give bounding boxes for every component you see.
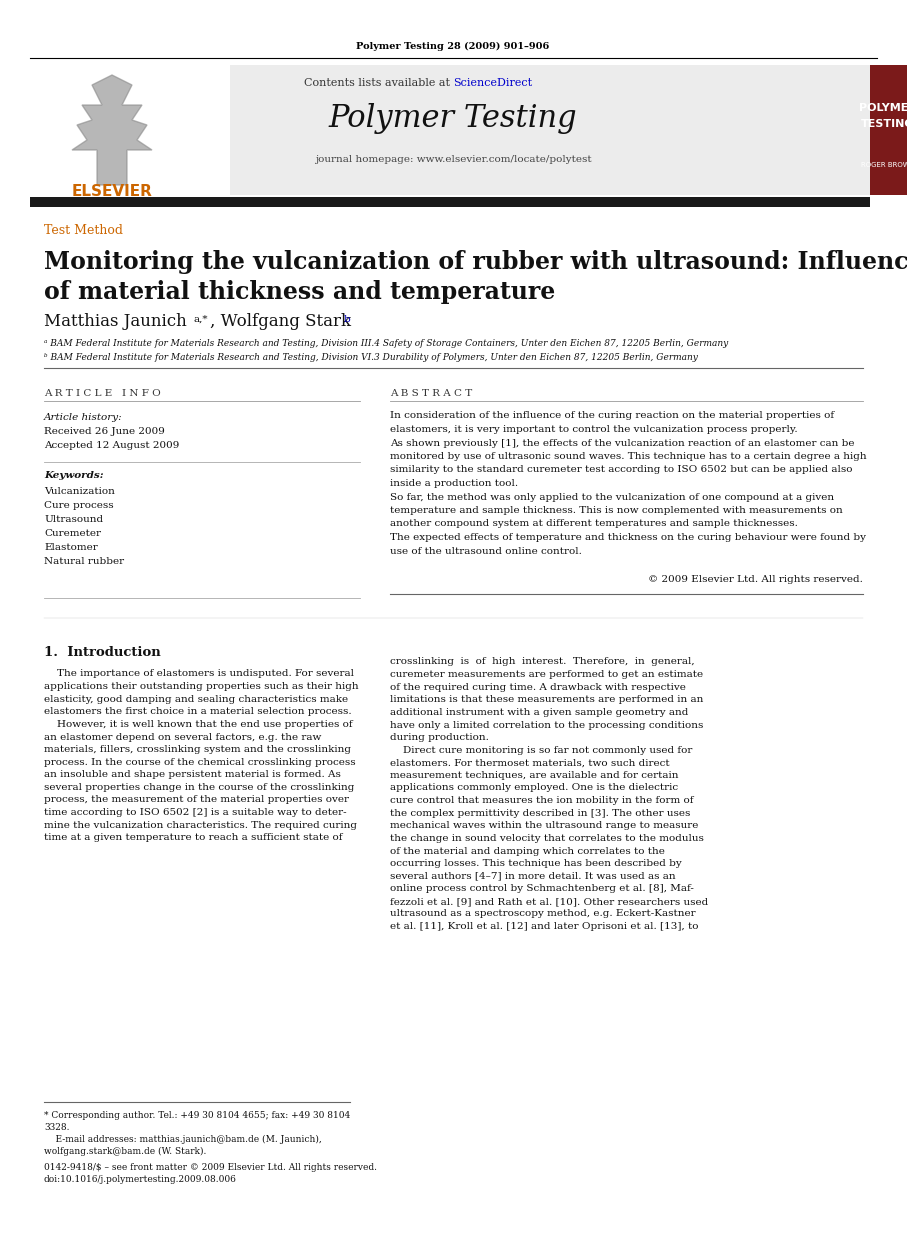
Text: use of the ultrasound online control.: use of the ultrasound online control.: [390, 546, 582, 556]
Text: Elastomer: Elastomer: [44, 542, 98, 551]
Text: Polymer Testing 28 (2009) 901–906: Polymer Testing 28 (2009) 901–906: [356, 41, 550, 51]
Text: fezzoli et al. [9] and Rath et al. [10]. Other researchers used: fezzoli et al. [9] and Rath et al. [10].…: [390, 896, 708, 906]
Text: 3328.: 3328.: [44, 1123, 70, 1132]
Text: time according to ISO 6502 [2] is a suitable way to deter-: time according to ISO 6502 [2] is a suit…: [44, 808, 346, 817]
Text: of the material and damping which correlates to the: of the material and damping which correl…: [390, 847, 665, 855]
Text: Cure process: Cure process: [44, 500, 113, 510]
Text: an elastomer depend on several factors, e.g. the raw: an elastomer depend on several factors, …: [44, 733, 321, 742]
Text: So far, the method was only applied to the vulcanization of one compound at a gi: So far, the method was only applied to t…: [390, 493, 834, 501]
Text: inside a production tool.: inside a production tool.: [390, 479, 518, 488]
Text: A R T I C L E   I N F O: A R T I C L E I N F O: [44, 389, 161, 397]
Text: temperature and sample thickness. This is now complemented with measurements on: temperature and sample thickness. This i…: [390, 506, 843, 515]
Text: journal homepage: www.elsevier.com/locate/polytest: journal homepage: www.elsevier.com/locat…: [315, 156, 591, 165]
Text: POLYMER: POLYMER: [859, 103, 907, 113]
Text: process, the measurement of the material properties over: process, the measurement of the material…: [44, 796, 349, 805]
Text: mine the vulcanization characteristics. The required curing: mine the vulcanization characteristics. …: [44, 821, 357, 829]
Text: 1.  Introduction: 1. Introduction: [44, 646, 161, 660]
Text: applications commonly employed. One is the dielectric: applications commonly employed. One is t…: [390, 784, 678, 792]
Text: b: b: [344, 314, 351, 323]
Text: ELSEVIER: ELSEVIER: [72, 184, 152, 199]
Text: additional instrument with a given sample geometry and: additional instrument with a given sampl…: [390, 708, 688, 717]
Text: , Wolfgang Stark: , Wolfgang Stark: [210, 313, 351, 331]
Text: of the required curing time. A drawback with respective: of the required curing time. A drawback …: [390, 682, 686, 692]
Text: ultrasound as a spectroscopy method, e.g. Eckert-Kastner: ultrasound as a spectroscopy method, e.g…: [390, 910, 696, 919]
Text: The importance of elastomers is undisputed. For several: The importance of elastomers is undisput…: [44, 670, 354, 678]
Polygon shape: [72, 76, 152, 184]
FancyBboxPatch shape: [30, 66, 230, 196]
Text: occurring losses. This technique has been described by: occurring losses. This technique has bee…: [390, 859, 682, 868]
Text: ROGER BROWN: ROGER BROWN: [861, 162, 907, 168]
Text: Received 26 June 2009: Received 26 June 2009: [44, 427, 165, 437]
Text: crosslinking  is  of  high  interest.  Therefore,  in  general,: crosslinking is of high interest. Theref…: [390, 657, 695, 666]
Text: * Corresponding author. Tel.: +49 30 8104 4655; fax: +49 30 8104: * Corresponding author. Tel.: +49 30 810…: [44, 1110, 350, 1119]
Text: E-mail addresses: matthias.jaunich@bam.de (M. Jaunich),: E-mail addresses: matthias.jaunich@bam.d…: [44, 1134, 322, 1144]
Text: during production.: during production.: [390, 733, 489, 742]
Text: elastomers, it is very important to control the vulcanization process properly.: elastomers, it is very important to cont…: [390, 425, 797, 435]
Text: Curemeter: Curemeter: [44, 529, 101, 537]
Text: A B S T R A C T: A B S T R A C T: [390, 389, 473, 397]
Text: However, it is well known that the end use properties of: However, it is well known that the end u…: [44, 721, 353, 729]
Text: Matthias Jaunich: Matthias Jaunich: [44, 313, 187, 331]
Text: © 2009 Elsevier Ltd. All rights reserved.: © 2009 Elsevier Ltd. All rights reserved…: [649, 574, 863, 583]
Text: mechanical waves within the ultrasound range to measure: mechanical waves within the ultrasound r…: [390, 821, 698, 831]
Text: ScienceDirect: ScienceDirect: [453, 78, 532, 88]
Text: monitored by use of ultrasonic sound waves. This technique has to a certain degr: monitored by use of ultrasonic sound wav…: [390, 452, 866, 461]
Text: elasticity, good damping and sealing characteristics make: elasticity, good damping and sealing cha…: [44, 695, 348, 703]
Text: Monitoring the vulcanization of rubber with ultrasound: Influence: Monitoring the vulcanization of rubber w…: [44, 250, 907, 274]
Text: Vulcanization: Vulcanization: [44, 487, 115, 495]
Text: have only a limited correlation to the processing conditions: have only a limited correlation to the p…: [390, 721, 703, 729]
Text: Keywords:: Keywords:: [44, 472, 103, 480]
Text: the change in sound velocity that correlates to the modulus: the change in sound velocity that correl…: [390, 834, 704, 843]
Text: several properties change in the course of the crosslinking: several properties change in the course …: [44, 782, 355, 792]
Text: elastomers the first choice in a material selection process.: elastomers the first choice in a materia…: [44, 707, 352, 717]
Text: Ultrasound: Ultrasound: [44, 515, 103, 524]
Text: ᵇ BAM Federal Institute for Materials Research and Testing, Division VI.3 Durabi: ᵇ BAM Federal Institute for Materials Re…: [44, 353, 697, 361]
Text: wolfgang.stark@bam.de (W. Stark).: wolfgang.stark@bam.de (W. Stark).: [44, 1146, 207, 1155]
Text: Natural rubber: Natural rubber: [44, 557, 124, 566]
Text: materials, fillers, crosslinking system and the crosslinking: materials, fillers, crosslinking system …: [44, 745, 351, 754]
Text: several authors [4–7] in more detail. It was used as an: several authors [4–7] in more detail. It…: [390, 872, 676, 880]
Text: As shown previously [1], the effects of the vulcanization reaction of an elastom: As shown previously [1], the effects of …: [390, 438, 854, 447]
Text: elastomers. For thermoset materials, two such direct: elastomers. For thermoset materials, two…: [390, 759, 669, 768]
Text: limitations is that these measurements are performed in an: limitations is that these measurements a…: [390, 696, 703, 704]
Text: curemeter measurements are performed to get an estimate: curemeter measurements are performed to …: [390, 670, 703, 680]
Text: In consideration of the influence of the curing reaction on the material propert: In consideration of the influence of the…: [390, 411, 834, 421]
Text: 0142-9418/$ – see front matter © 2009 Elsevier Ltd. All rights reserved.: 0142-9418/$ – see front matter © 2009 El…: [44, 1162, 377, 1171]
Text: process. In the course of the chemical crosslinking process: process. In the course of the chemical c…: [44, 758, 356, 766]
Text: an insoluble and shape persistent material is formed. As: an insoluble and shape persistent materi…: [44, 770, 341, 779]
Text: et al. [11], Kroll et al. [12] and later Oprisoni et al. [13], to: et al. [11], Kroll et al. [12] and later…: [390, 922, 698, 931]
Text: similarity to the standard curemeter test according to ISO 6502 but can be appli: similarity to the standard curemeter tes…: [390, 465, 853, 474]
Text: Polymer Testing: Polymer Testing: [328, 103, 578, 134]
Text: a,*: a,*: [194, 314, 209, 323]
Text: Test Method: Test Method: [44, 224, 123, 236]
Text: of material thickness and temperature: of material thickness and temperature: [44, 280, 555, 305]
FancyBboxPatch shape: [30, 66, 870, 196]
Text: cure control that measures the ion mobility in the form of: cure control that measures the ion mobil…: [390, 796, 694, 805]
Text: TESTING: TESTING: [862, 119, 907, 129]
Text: the complex permittivity described in [3]. The other uses: the complex permittivity described in [3…: [390, 808, 690, 818]
Text: time at a given temperature to reach a sufficient state of: time at a given temperature to reach a s…: [44, 833, 343, 842]
Text: Accepted 12 August 2009: Accepted 12 August 2009: [44, 442, 180, 451]
Text: doi:10.1016/j.polymertesting.2009.08.006: doi:10.1016/j.polymertesting.2009.08.006: [44, 1175, 237, 1184]
Text: another compound system at different temperatures and sample thicknesses.: another compound system at different tem…: [390, 520, 798, 529]
Text: online process control by Schmachtenberg et al. [8], Maf-: online process control by Schmachtenberg…: [390, 884, 694, 894]
Text: Contents lists available at: Contents lists available at: [304, 78, 453, 88]
Text: ᵃ BAM Federal Institute for Materials Research and Testing, Division III.4 Safet: ᵃ BAM Federal Institute for Materials Re…: [44, 338, 728, 348]
FancyBboxPatch shape: [30, 197, 870, 207]
Text: applications their outstanding properties such as their high: applications their outstanding propertie…: [44, 682, 358, 691]
Text: The expected effects of temperature and thickness on the curing behaviour were f: The expected effects of temperature and …: [390, 534, 866, 542]
Text: measurement techniques, are available and for certain: measurement techniques, are available an…: [390, 771, 678, 780]
FancyBboxPatch shape: [870, 66, 907, 196]
Text: Article history:: Article history:: [44, 413, 122, 422]
Text: Direct cure monitoring is so far not commonly used for: Direct cure monitoring is so far not com…: [390, 745, 692, 755]
